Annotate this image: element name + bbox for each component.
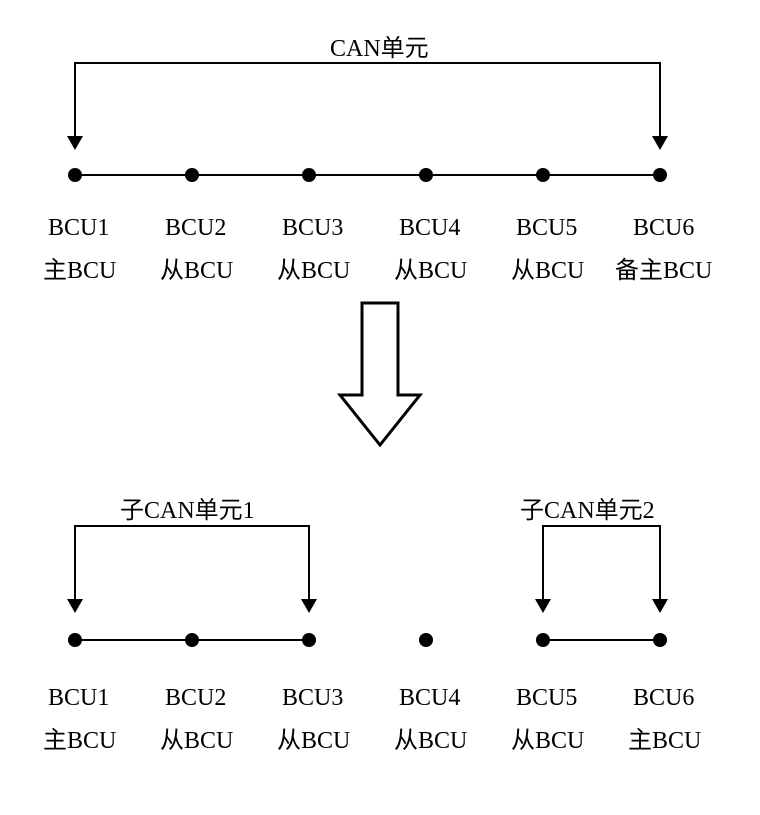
sub2-bracket-left: [542, 525, 544, 601]
top-label2-6: 备主BCU: [615, 250, 712, 285]
sub1-bracket-left-arrow: [67, 599, 83, 613]
top-label1-5: BCU5: [516, 215, 577, 242]
bottom-label1-1: BCU1: [48, 685, 109, 712]
top-node-5: [536, 168, 550, 182]
top-label2-5: 从BCU: [511, 250, 584, 285]
sub2-bracket-right-arrow: [652, 599, 668, 613]
bottom-node-5: [536, 633, 550, 647]
top-node-1: [68, 168, 82, 182]
sub1-title: 子CAN单元1: [120, 490, 255, 525]
bottom-label2-2: 从BCU: [160, 720, 233, 755]
top-label1-2: BCU2: [165, 215, 226, 242]
top-bus-line: [75, 174, 660, 176]
sub2-bracket-right: [659, 525, 661, 601]
top-node-6: [653, 168, 667, 182]
top-label1-4: BCU4: [399, 215, 460, 242]
diagram-root: CAN单元 BCU1 BCU2 BCU3 BCU4 BCU5 BCU6 主BCU…: [0, 0, 760, 815]
top-label2-3: 从BCU: [277, 250, 350, 285]
top-node-2: [185, 168, 199, 182]
bottom-label2-5: 从BCU: [511, 720, 584, 755]
sub2-bracket-left-arrow: [535, 599, 551, 613]
top-node-3: [302, 168, 316, 182]
top-bracket-right-arrow: [652, 136, 668, 150]
top-label1-6: BCU6: [633, 215, 694, 242]
bottom-label2-1: 主BCU: [43, 720, 116, 755]
bottom-label1-4: BCU4: [399, 685, 460, 712]
bottom-label2-6: 主BCU: [628, 720, 701, 755]
bottom-label1-5: BCU5: [516, 685, 577, 712]
sub1-bracket-right-arrow: [301, 599, 317, 613]
sub2-bus-line: [543, 639, 660, 641]
top-label1-1: BCU1: [48, 215, 109, 242]
bottom-label2-4: 从BCU: [394, 720, 467, 755]
transition-arrow-icon: [335, 300, 425, 450]
top-bracket-left: [74, 62, 76, 138]
bottom-label1-6: BCU6: [633, 685, 694, 712]
sub2-bracket-top: [543, 525, 661, 527]
top-label2-1: 主BCU: [43, 250, 116, 285]
sub1-bracket-top: [75, 525, 310, 527]
sub1-bracket-right: [308, 525, 310, 601]
bottom-node-1: [68, 633, 82, 647]
top-label2-2: 从BCU: [160, 250, 233, 285]
bottom-node-3: [302, 633, 316, 647]
bottom-label1-2: BCU2: [165, 685, 226, 712]
sub1-bracket-left: [74, 525, 76, 601]
bottom-node-4: [419, 633, 433, 647]
bottom-node-6: [653, 633, 667, 647]
top-label2-4: 从BCU: [394, 250, 467, 285]
bottom-label1-3: BCU3: [282, 685, 343, 712]
top-label1-3: BCU3: [282, 215, 343, 242]
sub2-title: 子CAN单元2: [520, 490, 655, 525]
top-bracket-left-arrow: [67, 136, 83, 150]
bottom-label2-3: 从BCU: [277, 720, 350, 755]
top-bracket-top: [75, 62, 661, 64]
top-bracket-right: [659, 62, 661, 138]
top-node-4: [419, 168, 433, 182]
bottom-node-2: [185, 633, 199, 647]
top-title: CAN单元: [330, 28, 429, 63]
